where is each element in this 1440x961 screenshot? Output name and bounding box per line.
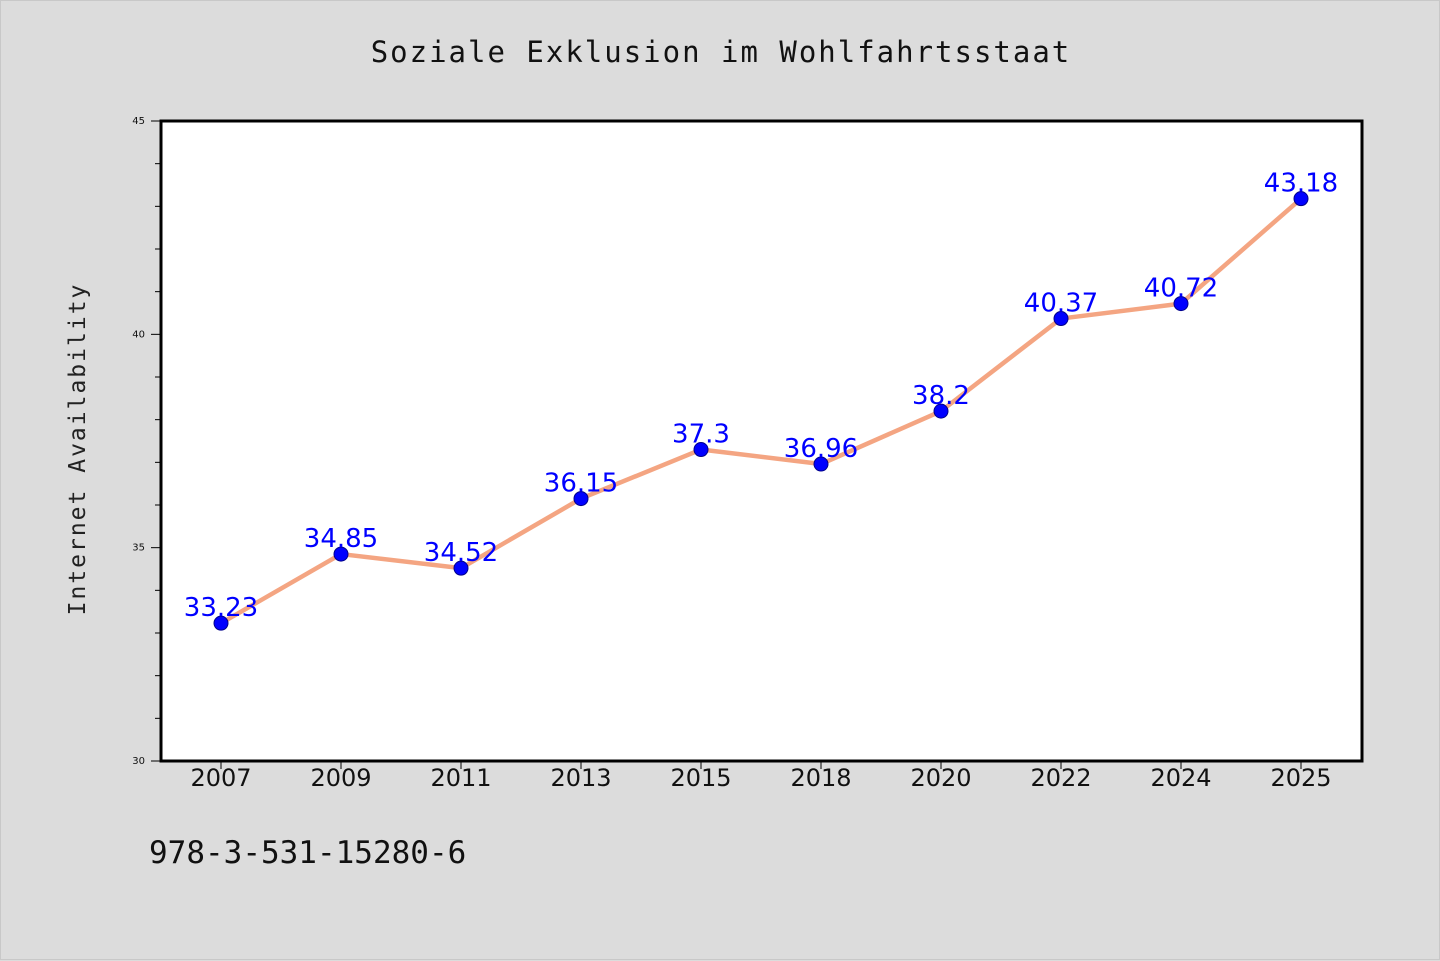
x-tick-label: 2013 <box>550 764 611 792</box>
data-label: 33.23 <box>184 593 258 623</box>
y-tick-label: 45 <box>132 116 145 127</box>
series-layer: 33.23 34.85 34.52 36.15 37.3 36.96 38.2 40.37 40… <box>184 169 1338 631</box>
data-point <box>1173 296 1189 312</box>
data-label: 34.52 <box>424 538 498 568</box>
data-label: 40.37 <box>1024 289 1098 319</box>
x-tick-label: 2018 <box>790 764 851 792</box>
data-point <box>693 442 709 458</box>
data-label: 38.2 <box>912 381 970 411</box>
isbn-text: 978-3-531-15280-6 <box>149 835 467 871</box>
data-point <box>1293 191 1309 207</box>
x-tick-label: 2024 <box>1150 764 1211 792</box>
data-point <box>933 403 949 419</box>
data-label: 36.15 <box>544 469 618 499</box>
x-tick-label: 2020 <box>910 764 971 792</box>
data-label: 37.3 <box>672 420 730 450</box>
x-tick-label: 2007 <box>190 764 251 792</box>
plot-area <box>159 119 1364 763</box>
data-point <box>213 615 229 631</box>
x-tick-label: 2022 <box>1030 764 1091 792</box>
x-tick-label: 2011 <box>430 764 491 792</box>
chart-title: Soziale Exklusion im Wohlfahrtsstaat <box>370 35 1072 69</box>
data-point <box>453 560 469 576</box>
data-label: 40.72 <box>1144 274 1218 304</box>
y-tick-label: 30 <box>132 756 145 767</box>
data-point <box>813 456 829 472</box>
data-point <box>1053 311 1069 327</box>
series-line <box>219 196 1303 626</box>
y-tick-label: 40 <box>132 329 145 340</box>
data-label: 36.96 <box>784 434 858 464</box>
y-axis: 30 35 40 45 <box>132 116 161 767</box>
y-tick-label: 35 <box>132 543 145 554</box>
data-label: 34.85 <box>304 524 378 554</box>
x-tick-label: 2025 <box>1270 764 1331 792</box>
x-tick-label: 2009 <box>310 764 371 792</box>
data-point <box>573 491 589 507</box>
data-label: 43.18 <box>1264 169 1338 199</box>
data-point <box>333 546 349 562</box>
x-axis: 2007 2009 2011 2013 2015 2018 2020 2022 2024 2025 <box>190 761 1332 792</box>
x-tick-label: 2015 <box>670 764 731 792</box>
